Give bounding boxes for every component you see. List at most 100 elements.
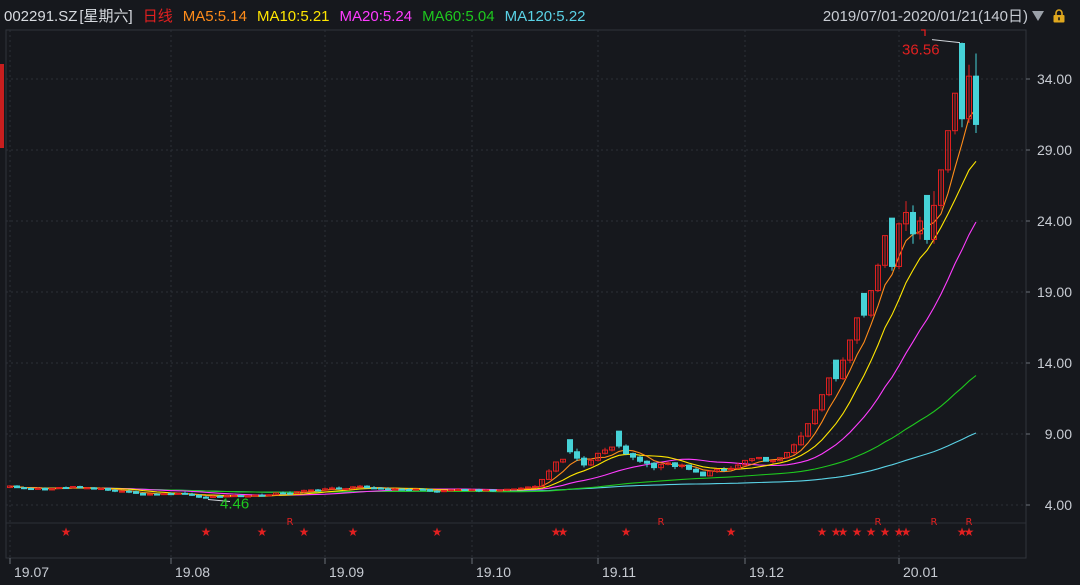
candle-down — [630, 453, 636, 458]
candle-down — [14, 485, 20, 489]
candle-down — [385, 488, 391, 491]
candle-up — [777, 457, 783, 462]
candle-down — [217, 495, 223, 498]
x-tick-label: 19.07 — [14, 564, 49, 580]
candle-up — [175, 492, 181, 495]
candle-up — [952, 92, 958, 132]
star-marker: ★ — [432, 525, 443, 539]
candle-up — [49, 488, 55, 491]
candle-up — [525, 486, 531, 489]
candle-up — [735, 464, 741, 469]
candle-up — [903, 211, 909, 225]
candle-up — [322, 488, 328, 491]
candle-up — [728, 467, 734, 471]
candle-down — [672, 462, 678, 468]
candle-down — [133, 491, 139, 494]
star-marker: ★ — [838, 525, 849, 539]
candle-down — [420, 488, 426, 491]
y-tick-label: 24.00 — [1037, 213, 1072, 229]
min-pointer — [207, 498, 231, 502]
candle-down — [91, 487, 97, 490]
chart-header: 002291.SZ [星期六] 日线 MA5:5.14 MA10:5.21 MA… — [4, 7, 586, 27]
annotations: 36.56 4.46 — [207, 29, 961, 512]
candle-up — [343, 488, 349, 491]
candle-down — [861, 292, 867, 316]
candle-up — [553, 461, 559, 472]
y-tick-label: 19.00 — [1037, 284, 1072, 300]
candle-up — [875, 264, 881, 292]
r-marker: R — [658, 517, 665, 528]
candle-up — [945, 130, 951, 171]
candle-up — [70, 486, 76, 489]
candle-down — [315, 489, 321, 492]
date-range[interactable]: 2019/07/01-2020/01/21(140日) — [822, 8, 1028, 25]
candle-up — [329, 487, 335, 490]
candle-down — [427, 489, 433, 492]
x-tick-label: 19.08 — [175, 564, 210, 580]
candle-down — [721, 468, 727, 471]
candles — [7, 42, 979, 499]
candle-up — [308, 489, 314, 492]
candle-up — [805, 423, 811, 437]
x-tick-label: 19.11 — [602, 564, 636, 580]
candle-up — [469, 489, 475, 492]
candle-down — [574, 451, 580, 459]
triangle-down-icon[interactable] — [1032, 11, 1044, 21]
candle-up — [35, 487, 41, 490]
candle-down — [378, 487, 384, 490]
candle-up — [231, 495, 237, 498]
candle-down — [651, 462, 657, 469]
candle-down — [140, 492, 146, 496]
candle-down — [203, 496, 209, 499]
period-label: [星期六] — [79, 8, 133, 25]
candle-up — [770, 460, 776, 463]
r-marker: R — [287, 517, 294, 528]
min-price-label: 4.46 — [220, 495, 249, 512]
ma10-label: MA10:5.21 — [256, 8, 330, 25]
y-axis: 34.00 29.00 24.00 19.00 14.00 9.00 4.00 — [1026, 71, 1072, 513]
candle-up — [707, 470, 713, 477]
star-marker: ★ — [726, 525, 737, 539]
candle-down — [623, 445, 629, 455]
star-marker: ★ — [348, 525, 359, 539]
max-price-label: 36.56 — [902, 42, 940, 59]
star-marker: ★ — [901, 525, 912, 539]
y-tick-label: 34.00 — [1037, 71, 1072, 87]
max-bracket — [921, 29, 926, 36]
candle-up — [56, 487, 62, 490]
candle-down — [700, 471, 706, 477]
candle-up — [609, 446, 615, 451]
candle-down — [581, 457, 587, 466]
candle-down — [112, 489, 118, 492]
candle-up — [798, 435, 804, 446]
plot-frame — [5, 29, 1027, 559]
candle-up — [448, 489, 454, 492]
candle-up — [658, 463, 664, 469]
candle-up — [931, 204, 937, 240]
x-tick-label: 19.09 — [329, 564, 364, 580]
candle-up — [119, 490, 125, 493]
candle-down — [462, 489, 468, 492]
candle-up — [252, 494, 258, 497]
candle-up — [84, 487, 90, 490]
ma5-line — [9, 108, 977, 498]
candle-up — [742, 459, 748, 466]
star-marker: ★ — [299, 525, 310, 539]
candle-up — [161, 493, 167, 496]
candle-up — [441, 490, 447, 493]
chart-kind[interactable]: 日线 — [142, 8, 173, 25]
candle-down — [21, 487, 27, 490]
candle-up — [483, 489, 489, 492]
candle-up — [266, 494, 272, 497]
star-marker: ★ — [817, 525, 828, 539]
candle-up — [560, 458, 566, 463]
lock-icon[interactable] — [1052, 9, 1066, 23]
candle-up — [511, 488, 517, 491]
candle-up — [413, 488, 419, 491]
candle-down — [280, 492, 286, 495]
star-marker: ★ — [880, 525, 891, 539]
candle-down — [182, 492, 188, 495]
candle-up — [665, 462, 671, 465]
candle-down — [924, 194, 930, 240]
